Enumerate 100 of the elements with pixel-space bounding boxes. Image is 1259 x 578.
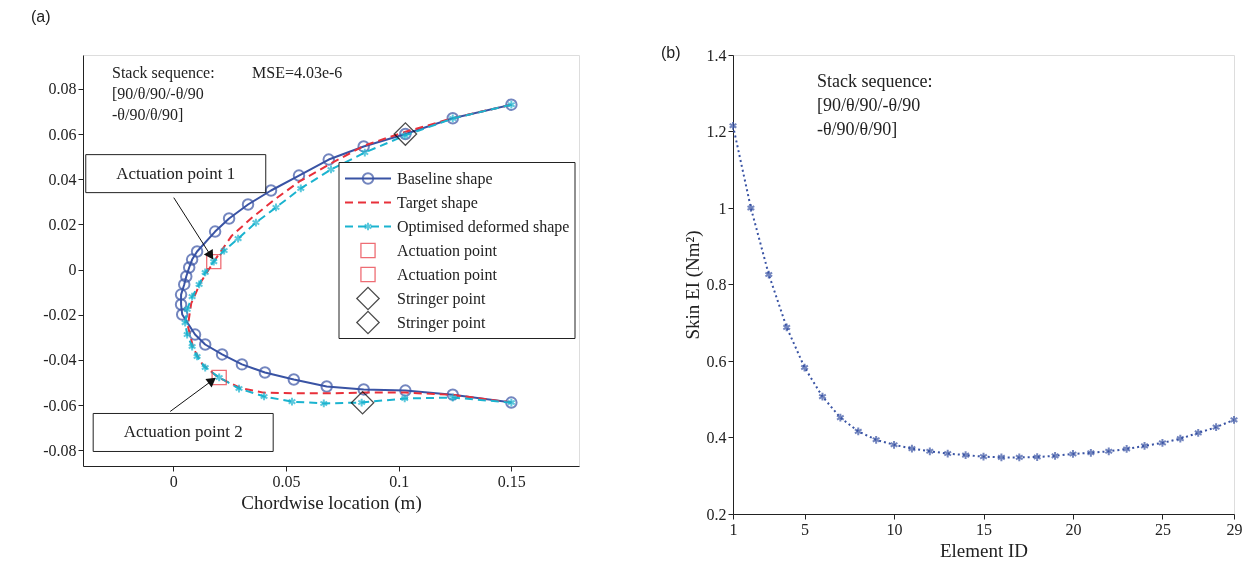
point xyxy=(1014,452,1024,463)
point xyxy=(182,304,192,315)
x-tick-label: 5 xyxy=(801,520,810,538)
y-tick-label: -0.02 xyxy=(43,306,77,324)
point xyxy=(1175,433,1185,444)
point xyxy=(446,388,459,401)
y-tick-label: -0.06 xyxy=(43,396,77,414)
point xyxy=(350,390,375,415)
legend-label: Actuation point xyxy=(397,241,498,260)
point xyxy=(1140,441,1149,451)
point xyxy=(399,384,412,397)
y-tick-label: 0.6 xyxy=(706,352,727,370)
y-tick-label: -0.08 xyxy=(43,441,77,459)
annotation: MSE=4.03e-6 xyxy=(252,64,343,81)
point xyxy=(264,184,278,197)
chart-title: (b) xyxy=(661,44,681,61)
point xyxy=(292,169,306,182)
x-tick-label: 0 xyxy=(169,472,178,490)
point xyxy=(259,391,269,402)
point xyxy=(319,398,329,409)
point xyxy=(219,245,229,256)
annotation: Actuation point 2 xyxy=(123,422,243,442)
point xyxy=(234,383,244,394)
y-tick-label: 1.4 xyxy=(706,46,727,64)
point xyxy=(1193,428,1203,438)
legend-label: Target shape xyxy=(397,193,478,212)
point xyxy=(271,202,281,213)
legend-label: Stringer point xyxy=(397,289,486,308)
x-tick-label: 25 xyxy=(1154,520,1171,538)
x-tick-label: 10 xyxy=(886,520,903,538)
point xyxy=(818,391,827,402)
point xyxy=(1122,444,1132,454)
point xyxy=(222,212,236,225)
point xyxy=(322,153,335,166)
point xyxy=(188,328,202,341)
point xyxy=(1104,446,1114,457)
point xyxy=(174,288,188,301)
y-tick-label: 1.2 xyxy=(706,123,727,140)
point xyxy=(925,446,935,457)
point xyxy=(233,233,243,244)
point xyxy=(357,383,370,396)
point xyxy=(200,267,210,278)
point xyxy=(258,366,272,379)
y-tick-label: 1 xyxy=(718,199,727,217)
point xyxy=(235,358,249,371)
legend-label: Optimised deformed shape xyxy=(397,217,570,236)
point xyxy=(782,322,792,333)
point xyxy=(180,317,190,328)
point xyxy=(907,443,917,454)
x-axis-title: Element ID xyxy=(939,539,1029,561)
point xyxy=(187,291,197,302)
point xyxy=(174,298,188,311)
point xyxy=(208,225,222,238)
point xyxy=(182,261,196,274)
point xyxy=(287,373,301,386)
chart-title: (a) xyxy=(31,8,51,25)
point xyxy=(192,351,202,362)
x-tick-label: 0.05 xyxy=(272,472,301,490)
y-axis-title: Skin EI (Nm²) xyxy=(681,230,704,340)
point xyxy=(182,329,192,340)
point xyxy=(241,198,255,211)
y-tick-label: 0.08 xyxy=(48,80,77,98)
y-tick-label: 0.02 xyxy=(48,215,77,233)
legend-label: Stringer point xyxy=(397,313,486,332)
point xyxy=(190,245,204,258)
annotation: Stack sequence: [90/θ/90/-θ/90 -θ/90/θ/90] xyxy=(817,71,933,139)
point xyxy=(1032,452,1042,462)
annotation: Stack sequence: [90/θ/90/-θ/90 -θ/90/θ/90] xyxy=(112,64,215,123)
x-axis-title: Chordwise location (m) xyxy=(241,491,422,514)
point xyxy=(835,412,845,423)
point xyxy=(393,122,418,146)
point xyxy=(448,392,458,403)
point xyxy=(997,452,1006,463)
point xyxy=(187,341,197,352)
point xyxy=(1068,449,1078,459)
point xyxy=(185,253,199,266)
y-tick-label: 0.2 xyxy=(706,505,727,523)
point xyxy=(180,270,193,283)
point xyxy=(800,362,809,373)
y-tick-label: 0 xyxy=(68,261,77,279)
point xyxy=(360,147,370,158)
point xyxy=(357,140,370,153)
point xyxy=(215,348,229,361)
point xyxy=(287,396,297,407)
point xyxy=(764,269,774,280)
x-tick-label: 0.15 xyxy=(497,472,526,490)
point xyxy=(979,451,988,462)
point xyxy=(326,164,336,175)
point xyxy=(177,278,191,291)
point xyxy=(198,338,212,351)
point xyxy=(296,183,306,194)
point xyxy=(200,362,210,373)
y-tick-label: 0.04 xyxy=(48,170,77,188)
point xyxy=(320,380,333,393)
point xyxy=(251,217,261,228)
y-tick-label: 0.06 xyxy=(48,125,77,143)
point xyxy=(943,448,953,459)
x-tick-label: 1 xyxy=(729,520,738,538)
point xyxy=(175,308,189,321)
legend-label: Baseline shape xyxy=(397,169,493,188)
